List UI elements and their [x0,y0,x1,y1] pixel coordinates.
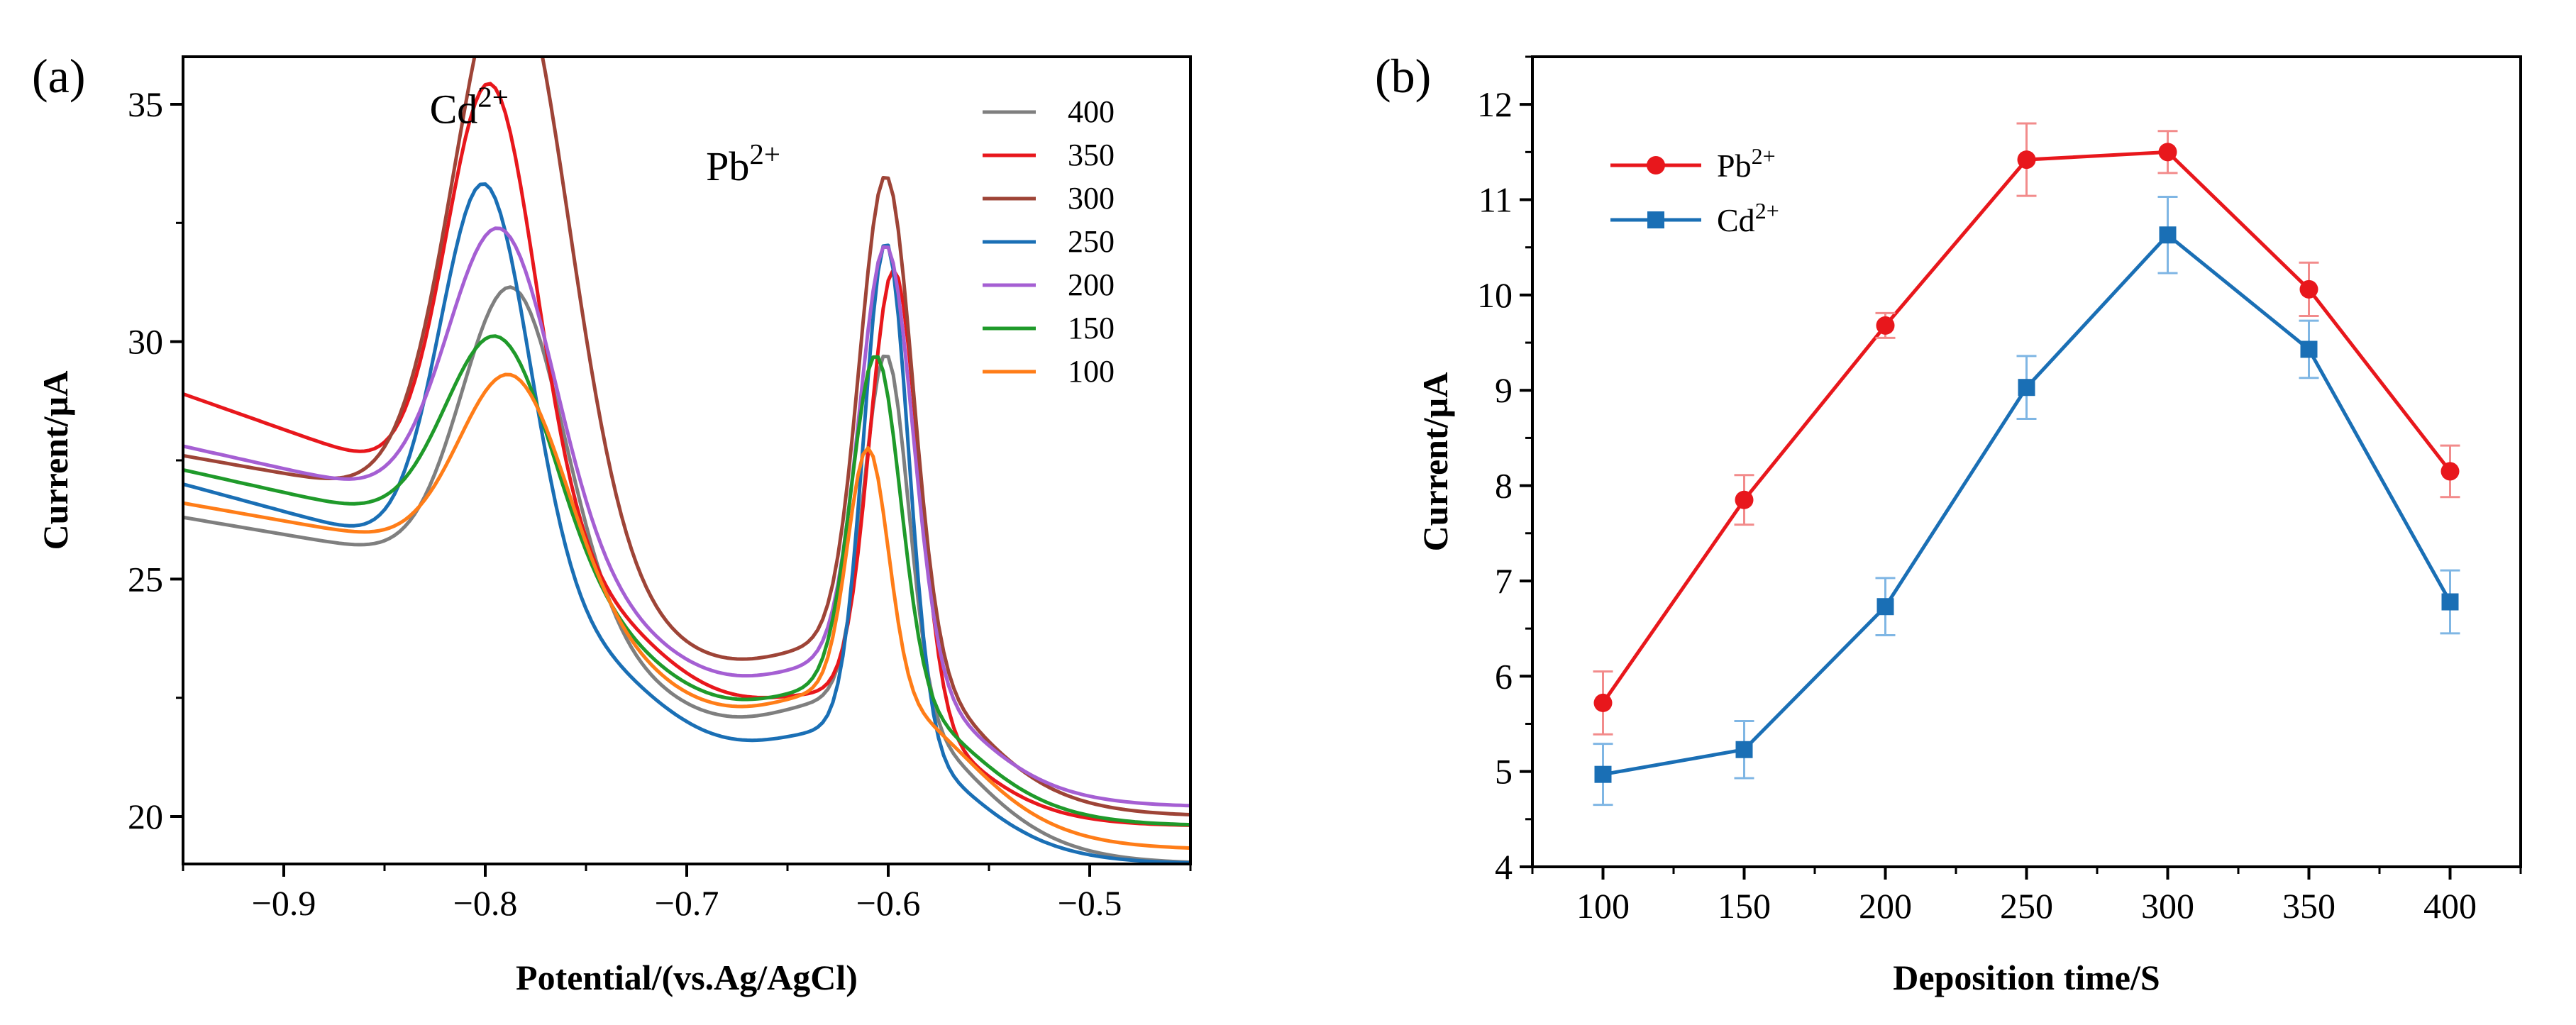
legend-label-150: 150 [1068,311,1115,345]
x-axis-title-a: Potential/(vs.Ag/AgCl) [516,958,858,997]
y-tick-label-b: 12 [1477,84,1513,124]
legend-label-pb: Pb2+ [1717,143,1776,184]
data-point-pb[interactable] [2158,143,2177,162]
x-tick-label-b: 150 [1718,886,1771,926]
x-tick-label-b: 350 [2282,886,2335,926]
panel-b-label: (b) [1375,49,1431,103]
y-tick-label-b: 11 [1478,180,1513,220]
y-tick-label-a: 25 [128,559,163,599]
x-tick-label-a: −0.5 [1058,883,1122,923]
data-point-pb[interactable] [2299,279,2318,299]
curve-200[interactable] [183,226,1190,808]
y-tick-label-b: 9 [1495,370,1513,410]
legend-label-250: 250 [1068,224,1115,259]
curve-400[interactable] [183,285,1190,864]
panel-b-chart: (b) 100 150 200 250 300 350 400 4 5 6 7 8 9 10 11 12 Depo… [1375,49,2522,997]
x-tick-label-a: −0.9 [252,883,316,923]
x-tick-label-a: −0.8 [453,883,518,923]
peak-label-cd: Cd2+ [430,81,509,133]
legend-a: 400 350 300 250 200 150 100 [983,94,1115,389]
x-tick-label-b: 100 [1576,886,1630,926]
legend-marker-cd [1647,211,1664,228]
legend-marker-pb [1647,156,1665,174]
y-tick-label-a: 20 [128,797,163,836]
curve-100[interactable] [183,372,1190,851]
y-tick-label-b: 4 [1495,847,1513,887]
data-point-pb[interactable] [2440,462,2460,481]
data-point-pb[interactable] [2017,150,2036,170]
data-point-cd[interactable] [1876,598,1894,616]
series-cd [1593,195,2460,807]
x-tick-label-b: 400 [2423,886,2477,926]
y-axis-title-b: Current/µA [1415,372,1455,552]
y-tick-label-b: 10 [1477,275,1513,315]
y-tick-label-b: 6 [1495,656,1513,696]
y-tick-label-b: 7 [1495,561,1513,601]
y-axis-title-a: Current/µA [35,371,75,550]
data-point-cd[interactable] [2441,593,2459,611]
data-point-pb[interactable] [1593,693,1613,712]
peak-label-pb: Pb2+ [706,138,780,189]
data-point-pb[interactable] [1876,316,1895,335]
data-point-cd[interactable] [2018,379,2035,397]
data-point-cd[interactable] [2159,226,2177,244]
series-pb [1593,122,2460,736]
panel-a-curves [183,57,1190,864]
data-point-cd[interactable] [1735,741,1753,758]
x-tick-label-b: 200 [1859,886,1912,926]
y-tick-label-b: 5 [1495,752,1513,792]
curve-150[interactable] [183,334,1190,827]
data-point-pb[interactable] [1735,490,1754,509]
x-tick-label-a: −0.7 [655,883,719,923]
x-axis-title-b: Deposition time/S [1893,958,2160,997]
curve-350[interactable] [183,82,1190,827]
x-tick-label-b: 250 [2000,886,2053,926]
curve-250[interactable] [183,182,1190,864]
legend-label-200: 200 [1068,267,1115,302]
x-tick-label-b: 300 [2141,886,2194,926]
y-tick-label-a: 35 [128,84,163,124]
legend-label-cd: Cd2+ [1717,198,1779,238]
data-point-cd[interactable] [1594,765,1612,783]
legend-b: Pb2+ Cd2+ [1610,143,1779,238]
panel-a-chart: (a) −0.9 −0.8 −0.7 −0.6 −0.5 20 25 30 35 Potential… [32,49,1192,997]
legend-label-100: 100 [1068,354,1115,389]
legend-label-350: 350 [1068,138,1115,172]
y-tick-label-a: 30 [128,322,163,362]
y-tick-label-b: 8 [1495,466,1513,506]
legend-label-300: 300 [1068,181,1115,216]
panel-a-label: (a) [32,49,85,103]
x-tick-label-a: −0.6 [856,883,921,923]
data-point-cd[interactable] [2300,340,2318,358]
legend-label-400: 400 [1068,94,1115,129]
